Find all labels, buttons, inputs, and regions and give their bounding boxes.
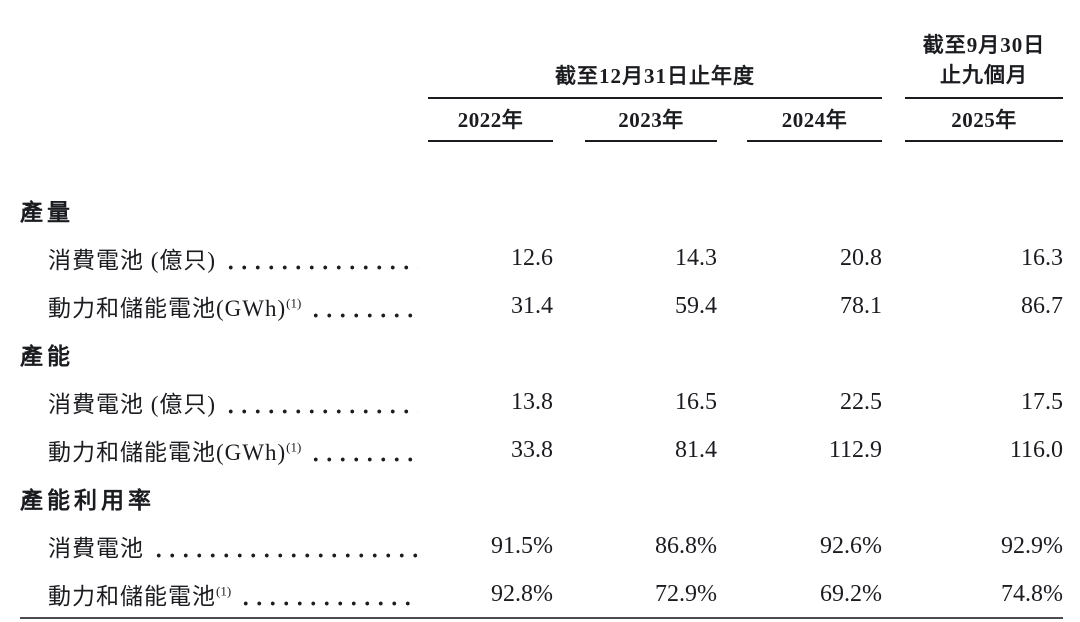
table-row-capacity-consumer: 消費電池 (億只) 13.8 16.5 22.5 17.5 bbox=[20, 378, 1080, 426]
value-2025: 74.8% bbox=[1001, 580, 1063, 607]
row-label: 動力和儲能電池(1) bbox=[48, 583, 232, 609]
row-label: 消費電池 (億只) bbox=[48, 392, 217, 417]
value-2024: 78.1 bbox=[840, 292, 882, 319]
dot-leader bbox=[309, 426, 418, 474]
dot-leader bbox=[239, 570, 418, 618]
table-body: 產量 消費電池 (億只) 12.6 14.3 20.8 16.3 動力和儲能電池… bbox=[20, 186, 1080, 618]
value-2024: 69.2% bbox=[820, 580, 882, 607]
group-header-left-label: 截至12月31日止年度 bbox=[555, 64, 755, 88]
footnote-marker: (1) bbox=[286, 439, 302, 455]
column-header-2025: 2025年 bbox=[905, 91, 1063, 142]
column-header-2022: 2022年 bbox=[428, 91, 553, 142]
table-row-production-power-storage: 動力和儲能電池(GWh)(1) 31.4 59.4 78.1 86.7 bbox=[20, 282, 1080, 330]
value-2024: 92.6% bbox=[820, 532, 882, 559]
table-row-capacity-power-storage: 動力和儲能電池(GWh)(1) 33.8 81.4 112.9 116.0 bbox=[20, 426, 1080, 474]
value-2023: 14.3 bbox=[675, 244, 717, 271]
value-2025: 86.7 bbox=[1021, 292, 1063, 319]
column-group-header-nine-months: 截至9月30日 止九個月 bbox=[905, 18, 1063, 99]
dot-leader bbox=[224, 378, 418, 426]
row-label-cell: 動力和儲能電池(GWh)(1) bbox=[20, 426, 420, 474]
value-2023: 86.8% bbox=[655, 532, 717, 559]
row-label-cell: 消費電池 (億只) bbox=[20, 378, 420, 426]
footnote-marker: (1) bbox=[286, 295, 302, 311]
value-2025: 16.3 bbox=[1021, 244, 1063, 271]
value-2022: 92.8% bbox=[491, 580, 553, 607]
value-2022: 12.6 bbox=[511, 244, 553, 271]
value-2023: 72.9% bbox=[655, 580, 717, 607]
footnote-marker: (1) bbox=[216, 583, 232, 599]
row-label-cell: 消費電池 bbox=[20, 522, 420, 570]
value-2023: 16.5 bbox=[675, 388, 717, 415]
table-year-header-row: 2022年 2023年 2024年 2025年 bbox=[20, 99, 1080, 142]
value-2025: 92.9% bbox=[1001, 532, 1063, 559]
row-label-cell: 動力和儲能電池(1) bbox=[20, 570, 420, 618]
group-header-right-line2: 止九個月 bbox=[940, 63, 1028, 87]
value-2023: 59.4 bbox=[675, 292, 717, 319]
value-2022: 91.5% bbox=[491, 532, 553, 559]
table-row-production-consumer: 消費電池 (億只) 12.6 14.3 20.8 16.3 bbox=[20, 234, 1080, 282]
value-2024: 20.8 bbox=[840, 244, 882, 271]
value-2024: 22.5 bbox=[840, 388, 882, 415]
table-row-utilization-consumer: 消費電池 91.5% 86.8% 92.6% 92.9% bbox=[20, 522, 1080, 570]
section-header-production: 產量 bbox=[20, 186, 1080, 234]
table-bottom-rule bbox=[20, 617, 1063, 619]
value-2025: 116.0 bbox=[1009, 436, 1063, 463]
row-label-cell: 動力和儲能電池(GWh)(1) bbox=[20, 282, 420, 330]
section-header-utilization: 產能利用率 bbox=[20, 474, 1080, 522]
row-label-cell: 消費電池 (億只) bbox=[20, 234, 420, 282]
section-title: 產量 bbox=[20, 200, 74, 225]
dot-leader bbox=[224, 234, 418, 282]
column-group-header-fiscal-years: 截至12月31日止年度 bbox=[428, 18, 882, 99]
column-header-2023: 2023年 bbox=[585, 91, 717, 142]
value-2022: 33.8 bbox=[511, 436, 553, 463]
row-label: 動力和儲能電池(GWh)(1) bbox=[48, 295, 302, 321]
section-title: 產能利用率 bbox=[20, 488, 155, 513]
dot-leader bbox=[309, 282, 418, 330]
table-header-group-row: 截至12月31日止年度 截至9月30日 止九個月 bbox=[20, 18, 1080, 99]
dot-leader bbox=[152, 522, 418, 570]
table-row-utilization-power-storage: 動力和儲能電池(1) 92.8% 72.9% 69.2% 74.8% bbox=[20, 570, 1080, 618]
row-label: 消費電池 (億只) bbox=[48, 248, 217, 273]
value-2025: 17.5 bbox=[1021, 388, 1063, 415]
value-2022: 31.4 bbox=[511, 292, 553, 319]
group-header-right-line1: 截至9月30日 bbox=[922, 33, 1046, 57]
value-2023: 81.4 bbox=[675, 436, 717, 463]
value-2024: 112.9 bbox=[828, 436, 882, 463]
row-label: 消費電池 bbox=[48, 536, 144, 561]
section-title: 產能 bbox=[20, 344, 74, 369]
section-header-capacity: 產能 bbox=[20, 330, 1080, 378]
row-label: 動力和儲能電池(GWh)(1) bbox=[48, 439, 302, 465]
value-2022: 13.8 bbox=[511, 388, 553, 415]
column-header-2024: 2024年 bbox=[747, 91, 882, 142]
